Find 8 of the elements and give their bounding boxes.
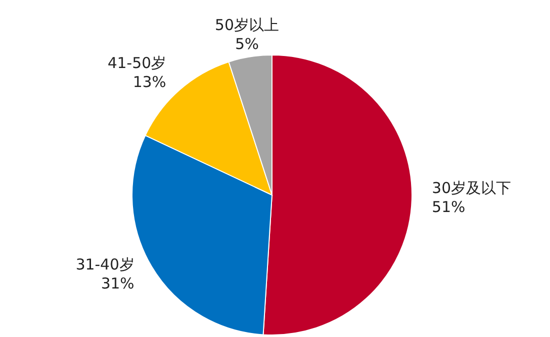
slice-label: 50岁以上 (214, 16, 280, 34)
slice-label: 30岁及以下 (432, 179, 512, 198)
data-label: 51% (432, 198, 466, 216)
slice-label: 31-40岁 (76, 255, 134, 274)
data-label: 31% (100, 274, 134, 292)
data-label: 5% (235, 34, 259, 53)
slice-label: 41-50岁 (108, 54, 166, 72)
data-label: 13% (132, 72, 166, 91)
